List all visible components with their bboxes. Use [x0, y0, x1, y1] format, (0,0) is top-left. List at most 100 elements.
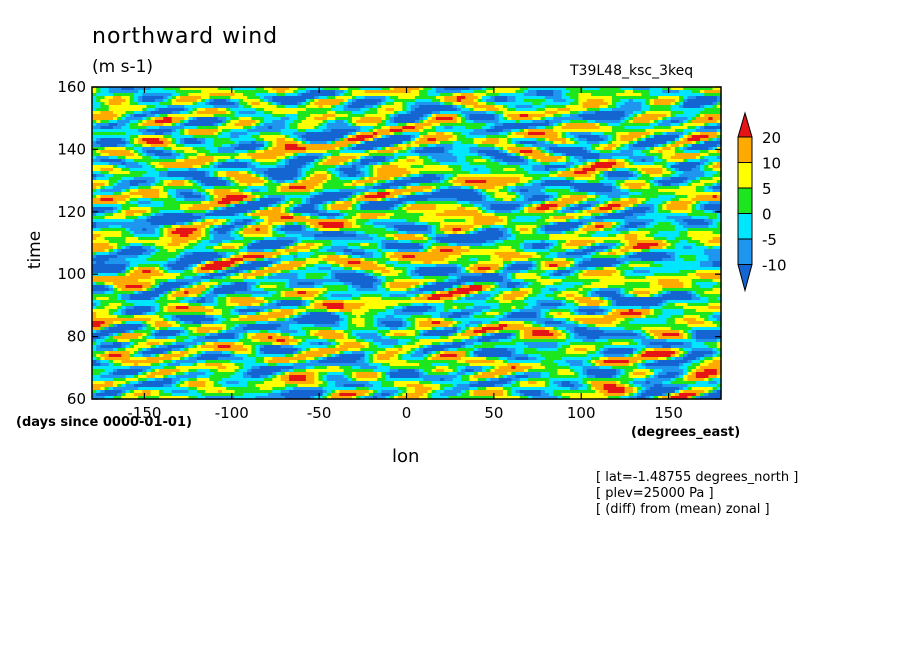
heatmap-cell [393, 132, 399, 136]
heatmap-cell [117, 111, 122, 115]
heatmap-cell [511, 144, 517, 148]
heatmap-cell [117, 138, 122, 142]
heatmap-cell [121, 147, 127, 151]
heatmap-cell [561, 153, 567, 157]
heatmap-cell [481, 177, 487, 181]
heatmap-cell [234, 138, 240, 142]
heatmap-cell [419, 105, 424, 109]
heatmap-cell [674, 174, 680, 178]
heatmap-cell [192, 153, 198, 157]
heatmap-cell [574, 165, 580, 169]
heatmap-cell [523, 117, 529, 121]
heatmap-cell [540, 93, 546, 97]
heatmap-cell [347, 183, 353, 187]
heatmap-cell [461, 132, 466, 136]
heatmap-cell [217, 123, 223, 127]
heatmap-cell [486, 135, 491, 139]
heatmap-cell [129, 111, 135, 115]
heatmap-cell [335, 114, 340, 118]
heatmap-cell [595, 147, 600, 151]
heatmap-cell [301, 99, 307, 103]
heatmap-cell [540, 138, 546, 142]
heatmap-cell [490, 183, 496, 187]
heatmap-cell [611, 174, 617, 178]
heatmap-cell [683, 129, 689, 133]
heatmap-cell [452, 105, 458, 109]
heatmap-cell [544, 183, 550, 187]
heatmap-cell [104, 150, 110, 154]
heatmap-cell [540, 132, 546, 136]
heatmap-cell [322, 123, 328, 127]
heatmap-cell [540, 162, 546, 166]
heatmap-cell [217, 90, 223, 94]
heatmap-cell [683, 144, 689, 148]
heatmap-cell [310, 162, 315, 166]
heatmap-cell [226, 147, 231, 151]
heatmap-cell [138, 105, 143, 109]
heatmap-cell [628, 102, 634, 106]
heatmap-cell [331, 96, 336, 100]
heatmap-cell [712, 180, 718, 184]
heatmap-cell [314, 147, 320, 151]
heatmap-cell [117, 153, 122, 157]
heatmap-cell [641, 159, 647, 163]
heatmap-cell [104, 144, 110, 148]
heatmap-cell [226, 165, 231, 169]
heatmap-cell [100, 87, 106, 91]
heatmap-cell [704, 93, 710, 97]
heatmap-cell [251, 147, 257, 151]
heatmap-cell [356, 168, 361, 172]
heatmap-cell [242, 150, 248, 154]
heatmap-cell [138, 90, 143, 94]
heatmap-cell [284, 102, 290, 106]
heatmap-cell [100, 96, 106, 100]
heatmap-cell [498, 138, 504, 142]
heatmap-cell [423, 171, 429, 175]
heatmap-cell [511, 174, 517, 178]
heatmap-cell [339, 147, 345, 151]
heatmap-cell [247, 165, 252, 169]
heatmap-cell [616, 96, 621, 100]
heatmap-cell [272, 99, 278, 103]
heatmap-cell [528, 180, 533, 184]
heatmap-cell [586, 120, 592, 124]
heatmap-cell [133, 156, 139, 160]
heatmap-cell [448, 108, 454, 112]
heatmap-cell [431, 90, 437, 94]
heatmap-cell [519, 183, 525, 187]
heatmap-cell [188, 174, 194, 178]
heatmap-cell [469, 144, 475, 148]
heatmap-cell [704, 96, 710, 100]
heatmap-cell [129, 174, 135, 178]
heatmap-cell [599, 132, 605, 136]
heatmap-cell [263, 177, 269, 181]
heatmap-cell [540, 144, 546, 148]
heatmap-cell [272, 147, 278, 151]
heatmap-cell [523, 132, 529, 136]
heatmap-cell [268, 123, 273, 127]
heatmap-cell [318, 168, 324, 172]
heatmap-cell [96, 126, 101, 130]
heatmap-cell [683, 174, 689, 178]
heatmap-cell [502, 147, 508, 151]
heatmap-cell [557, 114, 563, 118]
heatmap-cell [427, 111, 433, 115]
heatmap-cell [129, 168, 135, 172]
heatmap-cell [259, 153, 265, 157]
heatmap-cell [461, 129, 466, 133]
heatmap-cell [406, 174, 412, 178]
heatmap-cell [502, 105, 508, 109]
heatmap-cell [498, 171, 504, 175]
heatmap-cell [511, 138, 517, 142]
heatmap-cell [381, 162, 387, 166]
heatmap-cell [385, 174, 391, 178]
heatmap-cell [284, 174, 290, 178]
heatmap-cell [138, 93, 143, 97]
heatmap-cell [490, 159, 496, 163]
heatmap-cell [620, 117, 626, 121]
heatmap-cell [620, 156, 626, 160]
heatmap-cell [674, 123, 680, 127]
heatmap-cell [335, 168, 340, 172]
heatmap-cell [578, 138, 584, 142]
heatmap-cell [92, 153, 97, 157]
